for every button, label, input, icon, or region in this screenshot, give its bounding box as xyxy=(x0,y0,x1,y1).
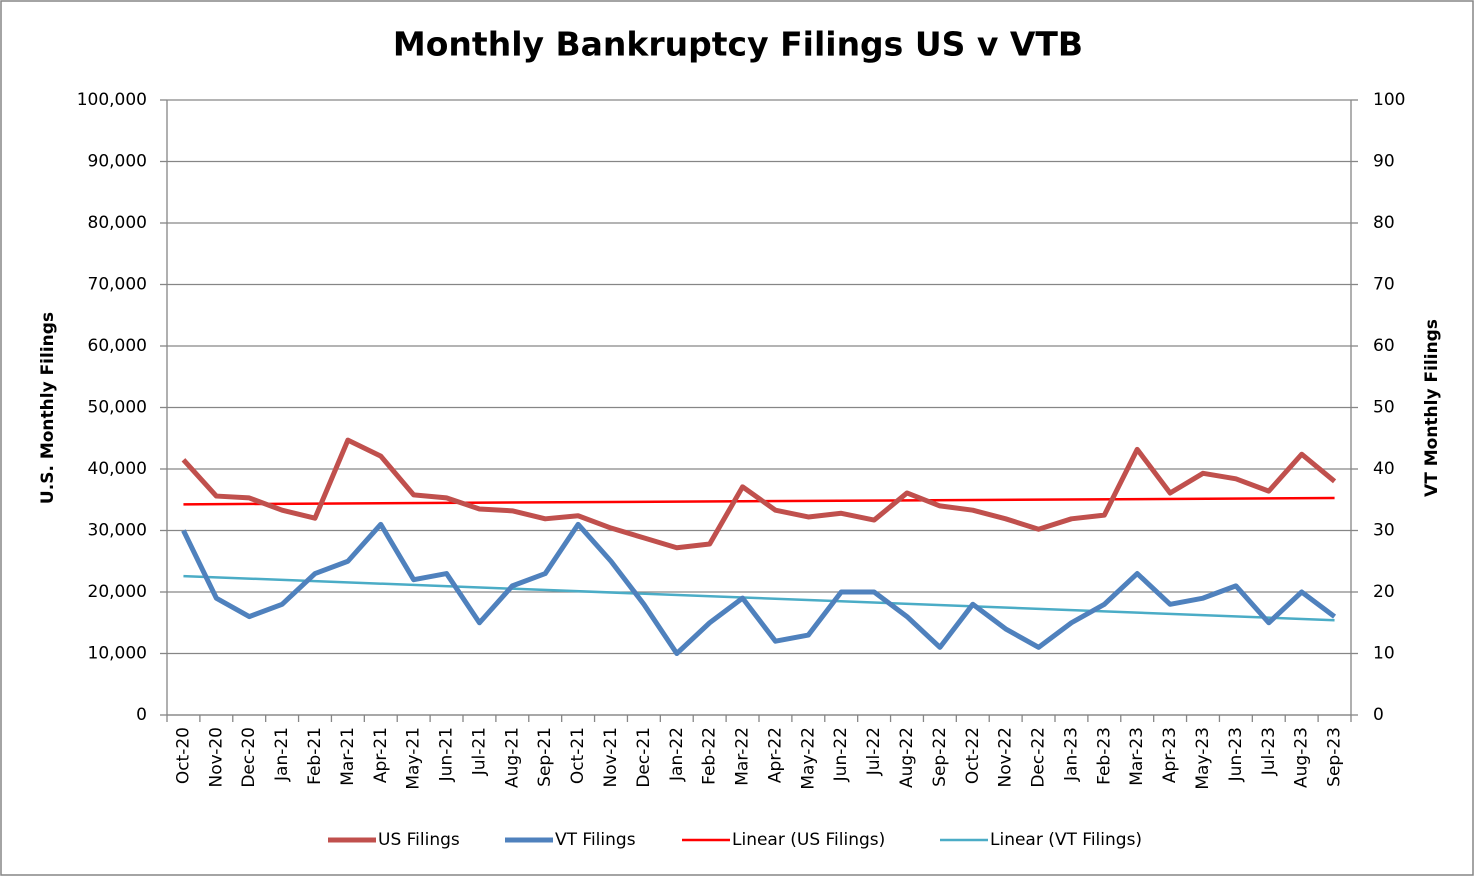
x-tick-label: Oct-22 xyxy=(963,727,983,784)
x-tick-label: Feb-21 xyxy=(305,727,325,785)
series-line xyxy=(181,521,1337,656)
chart-title: Monthly Bankruptcy Filings US v VTB xyxy=(393,25,1083,64)
y2-tick-label: 70 xyxy=(1373,275,1395,295)
x-tick-label: Oct-20 xyxy=(173,727,193,784)
legend-label: US Filings xyxy=(378,830,460,850)
y2-tick-label: 10 xyxy=(1373,644,1395,664)
x-tick-label: Jul-21 xyxy=(469,727,489,776)
x-tick-label: Apr-23 xyxy=(1160,727,1180,783)
y2-tick-label: 60 xyxy=(1373,336,1395,356)
x-tick-label: Sep-21 xyxy=(535,727,555,787)
y-tick-label: 100,000 xyxy=(77,90,147,110)
x-tick-label: Aug-22 xyxy=(897,727,917,788)
y-tick-label: 70,000 xyxy=(88,275,147,295)
x-tick-label: Jan-22 xyxy=(667,727,687,782)
x-tick-label: Nov-22 xyxy=(996,727,1016,788)
y2-tick-label: 80 xyxy=(1373,213,1395,233)
x-tick-label: Feb-23 xyxy=(1094,727,1114,785)
x-tick-label: Mar-23 xyxy=(1127,727,1147,786)
series-line xyxy=(181,437,1337,551)
x-tick-label: Aug-21 xyxy=(502,727,522,788)
trendline xyxy=(183,574,1335,622)
x-tick-label: Nov-20 xyxy=(206,727,226,788)
x-tick-label: Dec-22 xyxy=(1029,727,1049,788)
x-tick-label: May-23 xyxy=(1193,727,1213,790)
x-tick-label: Aug-23 xyxy=(1292,727,1312,788)
y-tick-label: 90,000 xyxy=(88,152,147,172)
y-tick-label: 0 xyxy=(136,705,147,725)
x-tick-label: May-22 xyxy=(798,727,818,790)
y-tick-label: 10,000 xyxy=(88,644,147,664)
y-tick-label: 80,000 xyxy=(88,213,147,233)
x-tick-label: Oct-21 xyxy=(568,727,588,784)
y2-tick-label: 50 xyxy=(1373,398,1395,418)
x-tick-label: Dec-20 xyxy=(239,727,259,788)
x-tick-label: Jun-22 xyxy=(831,727,851,782)
x-tick-label: Sep-23 xyxy=(1325,727,1345,787)
y-tick-label: 60,000 xyxy=(88,336,147,356)
x-tick-label: May-21 xyxy=(404,727,424,790)
y-tick-label: 20,000 xyxy=(88,582,147,602)
x-tick-label: Jan-21 xyxy=(272,727,292,782)
y-axis-title: U.S. Monthly Filings xyxy=(38,312,58,504)
legend-label: Linear (VT Filings) xyxy=(990,830,1142,850)
y2-tick-label: 0 xyxy=(1373,705,1384,725)
x-tick-label: Feb-22 xyxy=(700,727,720,785)
y2-tick-label: 40 xyxy=(1373,459,1395,479)
y2-tick-label: 30 xyxy=(1373,521,1395,541)
y2-axis-title: VT Monthly Filings xyxy=(1422,319,1442,497)
x-tick-label: Mar-21 xyxy=(338,727,358,786)
x-tick-label: Jan-23 xyxy=(1061,727,1081,782)
x-tick-label: Jul-22 xyxy=(864,727,884,776)
x-tick-label: Sep-22 xyxy=(930,727,950,787)
y-tick-label: 50,000 xyxy=(88,398,147,418)
x-tick-label: Nov-21 xyxy=(601,727,621,788)
legend-label: VT Filings xyxy=(555,830,636,850)
y2-tick-label: 100 xyxy=(1373,90,1405,110)
x-tick-label: Jun-21 xyxy=(437,727,457,782)
x-tick-label: Jul-23 xyxy=(1259,727,1279,776)
x-tick-label: Apr-22 xyxy=(765,727,785,783)
y-tick-label: 30,000 xyxy=(88,521,147,541)
x-tick-label: Jun-23 xyxy=(1226,727,1246,782)
x-tick-label: Apr-21 xyxy=(371,727,391,783)
y-tick-label: 40,000 xyxy=(88,459,147,479)
x-tick-label: Mar-22 xyxy=(733,727,753,786)
y2-tick-label: 20 xyxy=(1373,582,1395,602)
y2-tick-label: 90 xyxy=(1373,152,1395,172)
legend-label: Linear (US Filings) xyxy=(732,830,885,850)
x-tick-label: Dec-21 xyxy=(634,727,654,788)
